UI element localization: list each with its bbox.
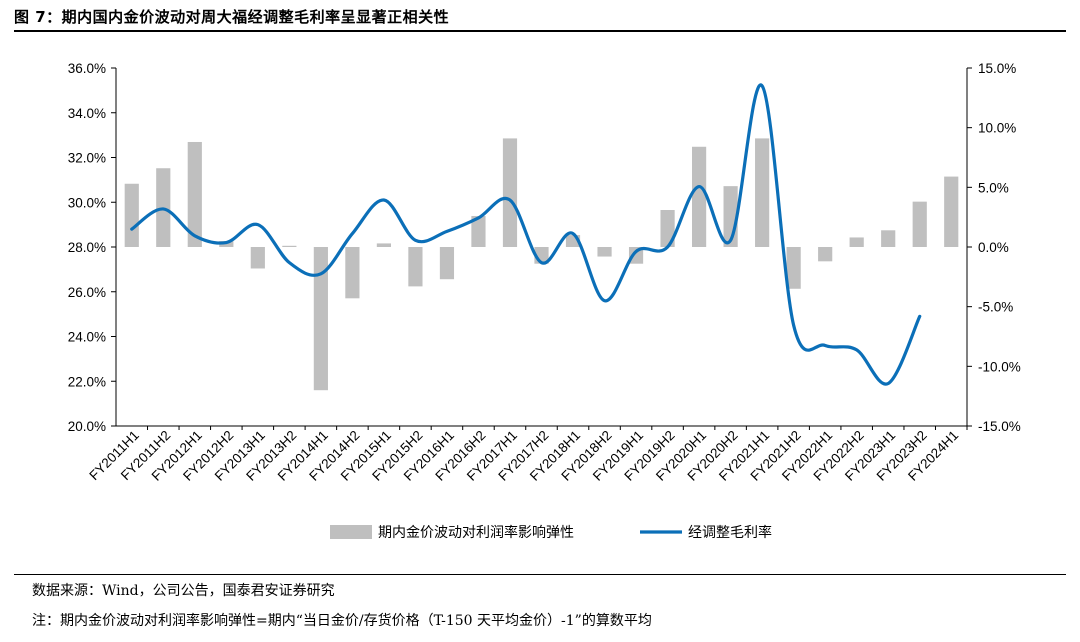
bar-FY2015H2 xyxy=(408,247,423,287)
bar-FY2012H1 xyxy=(187,141,202,247)
bar-FY2011H1 xyxy=(124,183,139,247)
legend-bar-swatch xyxy=(330,525,372,539)
bar-FY2019H2 xyxy=(660,210,675,247)
left-tick-label: 30.0% xyxy=(68,195,106,210)
title-rule xyxy=(14,30,1066,32)
bar-FY2017H1 xyxy=(502,138,518,247)
bar-FY2015H1 xyxy=(376,243,391,247)
left-tick-label: 20.0% xyxy=(68,419,106,434)
bar-FY2020H1 xyxy=(692,146,707,247)
left-tick-label: 34.0% xyxy=(68,106,106,121)
combo-chart: 20.0% 22.0% 24.0% 26.0% 28.0% 30.0% 32.0% 34.0%… xyxy=(68,61,1021,541)
left-tick-label: 32.0% xyxy=(68,151,106,166)
right-tick-label: 10.0% xyxy=(978,121,1016,136)
bar-FY2016H1 xyxy=(439,247,455,280)
left-tick-label: 26.0% xyxy=(68,285,106,300)
bar-FY2013H2 xyxy=(282,245,297,247)
left-tick-label: 28.0% xyxy=(68,240,106,255)
right-tick-label: -5.0% xyxy=(978,300,1013,315)
bar-FY2021H2 xyxy=(786,247,801,289)
bar-FY2022H2 xyxy=(849,237,864,247)
left-tick-label: 24.0% xyxy=(68,330,106,345)
left-tick-label: 36.0% xyxy=(68,61,106,76)
bar-FY2014H2 xyxy=(345,247,360,299)
legend-line-label: 经调整毛利率 xyxy=(688,524,772,541)
line-series-margin xyxy=(130,83,922,386)
bar-FY2022H1 xyxy=(818,247,833,262)
right-tick-label: -15.0% xyxy=(978,419,1021,434)
right-tick-label: 5.0% xyxy=(978,180,1009,195)
bar-FY2016H2 xyxy=(471,215,486,247)
bar-FY2021H1 xyxy=(755,138,770,247)
bar-FY2019H1 xyxy=(628,247,644,264)
right-tick-label: 0.0% xyxy=(978,240,1009,255)
data-source: 数据来源：Wind，公司公告，国泰君安证券研究 xyxy=(32,583,335,599)
left-tick-label: 22.0% xyxy=(68,374,106,389)
bar-FY2018H1 xyxy=(565,235,581,247)
chart-title: 图 7：期内国内金价波动对周大福经调整毛利率呈显著正相关性 xyxy=(14,8,450,26)
bar-FY2018H2 xyxy=(597,247,612,257)
bar-FY2014H1 xyxy=(313,247,328,391)
right-tick-label: 15.0% xyxy=(978,61,1016,76)
bar-FY2023H2 xyxy=(912,201,927,247)
right-tick-label: -10.0% xyxy=(978,359,1021,374)
footer-rule xyxy=(14,574,1066,575)
legend-bar-label: 期内金价波动对利润率影响弹性 xyxy=(378,524,574,541)
bar-FY2024H1 xyxy=(944,176,959,247)
chart-note: 注：期内金价波动对利润率影响弹性=期内“当日金价/存货价格（T-150 天平均金… xyxy=(32,613,652,629)
bar-FY2013H1 xyxy=(250,247,265,269)
bar-FY2023H1 xyxy=(881,230,896,247)
